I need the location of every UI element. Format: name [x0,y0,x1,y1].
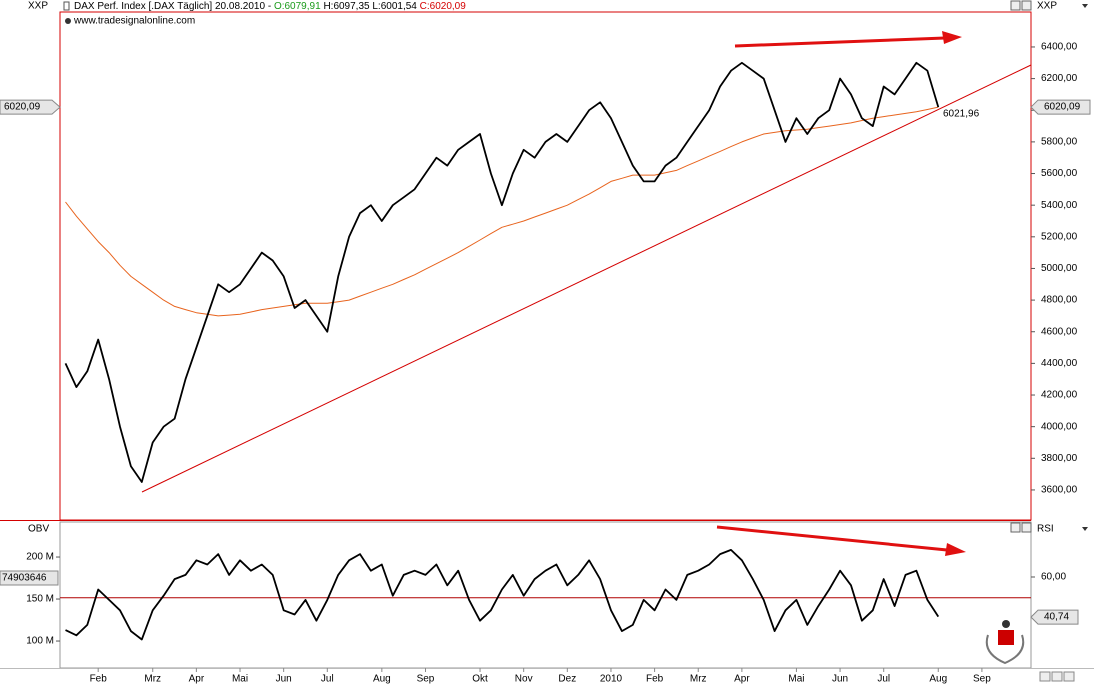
chart-title: DAX Perf. Index [.DAX Täglich] 20.08.201… [74,1,466,12]
x-tick-label: Jul [321,674,334,685]
close-button[interactable] [1021,0,1032,11]
x-tick-label: Sep [973,674,991,685]
title-text: DAX Perf. Index [.DAX Täglich] 20.08.201… [74,1,271,12]
obv-value-box [0,570,59,586]
series-line [65,106,939,317]
arrow-head [945,543,966,556]
y-tick-label: 3600,00 [1041,485,1078,496]
arrow [734,36,946,48]
series-line [65,549,940,641]
x-tick-label: Jul [877,674,890,685]
rsi-last-label: 40,74 [1044,612,1069,623]
last-value-label: 6020,09 [1044,102,1081,113]
trend-label: 6021,96 [943,108,980,119]
y-tick-label: 5000,00 [1041,263,1078,274]
maximize-button[interactable] [1010,0,1021,11]
close-value: C:6020,09 [420,1,467,12]
scroll-button[interactable] [1063,671,1075,682]
high-low-value: H:6097,35 L:6001,54 [323,1,417,12]
x-tick-label: Apr [189,674,205,685]
x-tick-label: Nov [515,674,533,685]
arrow-head [942,31,962,44]
y-tick-label: 4000,00 [1041,421,1078,432]
y-tick-label: 5400,00 [1041,200,1078,211]
last-value-marker [1030,99,1091,115]
x-tick-label: Apr [734,674,750,685]
dropdown[interactable] [1082,4,1088,8]
x-tick-label: Aug [929,674,947,685]
y-tick-label: 5200,00 [1041,231,1078,242]
y-tick-label: 100 M [26,636,54,647]
x-tick-label: Feb [90,674,108,685]
y-tick-label: 5800,00 [1041,137,1078,148]
subtitle: www.tradesignalonline.com [73,16,195,27]
scroll-buttons [1039,671,1075,682]
scroll-button[interactable] [1051,671,1063,682]
x-tick-label: Jun [832,674,848,685]
x-tick-label: Aug [373,674,391,685]
y-tick-label: 4600,00 [1041,326,1078,337]
symbol-icon [63,1,70,11]
y-tick-label: 5600,00 [1041,168,1078,179]
logo [985,620,1025,665]
y-tick-label: 200 M [26,552,54,563]
y-tick-label: 4800,00 [1041,295,1078,306]
y-tick-label: 4400,00 [1041,358,1078,369]
x-tick-label: 2010 [600,674,623,685]
y-tick-label: 4200,00 [1041,390,1078,401]
last-value-marker [0,99,61,115]
close-button[interactable] [1021,522,1032,533]
x-tick-label: Okt [472,674,488,685]
maximize-button[interactable] [1010,522,1021,533]
y-tick-label: 6400,00 [1041,42,1078,53]
x-tick-label: Mrz [690,674,707,685]
x-tick-label: Jun [276,674,292,685]
obv-label: OBV [28,524,49,535]
y-tick-label: 150 M [26,594,54,605]
x-tick-label: Feb [646,674,664,685]
last-value-label: 6020,09 [4,102,41,113]
dropdown[interactable] [1082,527,1088,531]
x-tick-label: Mai [232,674,248,685]
open-value: O:6079,91 [274,1,321,12]
rsi-label: RSI [1037,524,1054,535]
trend-line [141,64,1032,493]
x-tick-label: Dez [558,674,576,685]
x-tick-label: Sep [417,674,435,685]
y-axis-label: XXP [28,1,48,12]
y2-axis-label: XXP [1037,1,1057,12]
obv-value-label: 74903646 [2,573,47,584]
bullet [65,18,71,24]
series-line [64,61,940,483]
y-tick-label: 6200,00 [1041,73,1078,84]
x-tick-label: Mrz [144,674,161,685]
scroll-button[interactable] [1039,671,1051,682]
rsi-last-marker [1030,609,1079,625]
y-tick-label: 3800,00 [1041,453,1078,464]
x-tick-label: Mai [788,674,804,685]
arrow [716,525,948,552]
y2-tick-label: 60,00 [1041,572,1066,583]
